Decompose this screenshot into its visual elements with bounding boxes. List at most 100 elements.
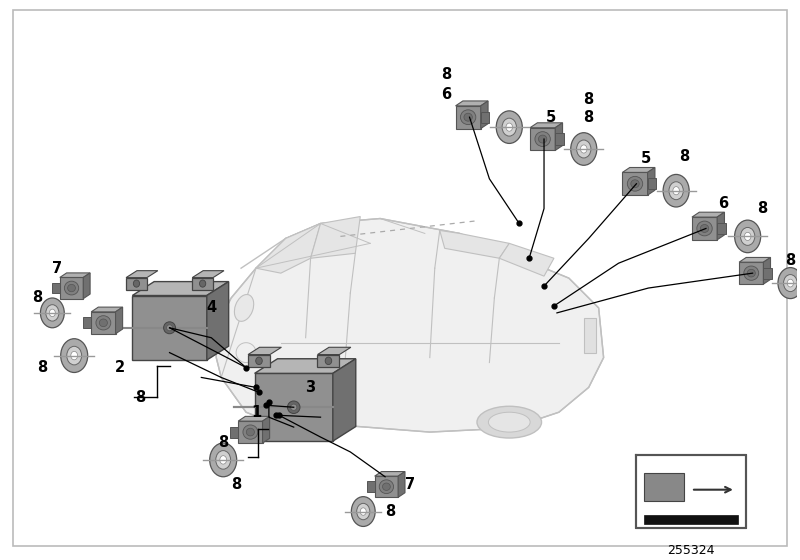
- Text: 7: 7: [52, 261, 62, 276]
- Ellipse shape: [734, 220, 761, 253]
- Polygon shape: [763, 258, 770, 284]
- Ellipse shape: [502, 118, 517, 136]
- Polygon shape: [481, 101, 488, 129]
- Polygon shape: [230, 427, 238, 437]
- Ellipse shape: [199, 280, 206, 287]
- Text: 255324: 255324: [667, 544, 714, 557]
- Ellipse shape: [489, 412, 530, 432]
- Ellipse shape: [700, 225, 709, 232]
- Text: 4: 4: [206, 300, 216, 315]
- Ellipse shape: [663, 174, 689, 207]
- Ellipse shape: [506, 123, 513, 131]
- Ellipse shape: [744, 232, 751, 240]
- Polygon shape: [238, 417, 270, 421]
- Polygon shape: [192, 278, 213, 290]
- Text: 6: 6: [442, 87, 452, 102]
- Polygon shape: [115, 307, 122, 334]
- Ellipse shape: [382, 483, 390, 491]
- Text: 8: 8: [442, 67, 452, 82]
- Ellipse shape: [50, 309, 55, 316]
- Polygon shape: [555, 123, 562, 151]
- Ellipse shape: [787, 279, 794, 287]
- Polygon shape: [622, 167, 655, 172]
- Ellipse shape: [351, 497, 375, 526]
- Ellipse shape: [357, 503, 370, 520]
- Text: 7: 7: [405, 477, 415, 492]
- Ellipse shape: [496, 111, 522, 143]
- Polygon shape: [455, 101, 488, 106]
- Polygon shape: [254, 359, 356, 374]
- Text: 8: 8: [679, 150, 690, 165]
- Ellipse shape: [71, 351, 78, 360]
- Ellipse shape: [778, 268, 800, 298]
- Ellipse shape: [627, 176, 642, 191]
- Ellipse shape: [99, 319, 107, 326]
- Polygon shape: [256, 223, 321, 273]
- Ellipse shape: [747, 269, 755, 277]
- Ellipse shape: [464, 113, 472, 121]
- Polygon shape: [647, 167, 655, 195]
- Ellipse shape: [41, 298, 64, 328]
- Ellipse shape: [166, 325, 173, 331]
- Polygon shape: [132, 282, 229, 296]
- Polygon shape: [739, 258, 770, 262]
- Text: 5: 5: [642, 151, 651, 166]
- Ellipse shape: [216, 451, 230, 469]
- Polygon shape: [367, 482, 374, 492]
- Ellipse shape: [220, 456, 226, 464]
- Ellipse shape: [581, 145, 587, 153]
- Ellipse shape: [61, 339, 88, 372]
- Ellipse shape: [669, 182, 683, 200]
- Ellipse shape: [96, 316, 110, 330]
- Polygon shape: [530, 123, 562, 128]
- Polygon shape: [83, 273, 90, 298]
- Ellipse shape: [631, 180, 639, 188]
- Polygon shape: [60, 277, 83, 298]
- Polygon shape: [91, 312, 115, 334]
- Polygon shape: [739, 262, 763, 284]
- Ellipse shape: [673, 186, 679, 195]
- Polygon shape: [398, 472, 405, 497]
- Ellipse shape: [64, 281, 78, 295]
- Text: 8: 8: [231, 477, 242, 492]
- Text: 6: 6: [718, 196, 728, 211]
- Polygon shape: [440, 231, 510, 258]
- Text: 3: 3: [306, 380, 316, 395]
- Polygon shape: [530, 128, 555, 151]
- Ellipse shape: [538, 135, 547, 143]
- Polygon shape: [91, 307, 122, 312]
- Bar: [584, 318, 596, 353]
- Ellipse shape: [210, 443, 237, 477]
- Text: 8: 8: [134, 390, 145, 405]
- Polygon shape: [126, 278, 147, 290]
- Ellipse shape: [163, 322, 175, 334]
- Polygon shape: [83, 318, 91, 328]
- Polygon shape: [644, 473, 684, 501]
- Ellipse shape: [234, 295, 254, 321]
- Ellipse shape: [285, 407, 326, 427]
- Text: 2: 2: [115, 360, 125, 375]
- Polygon shape: [374, 472, 405, 476]
- Ellipse shape: [325, 357, 332, 365]
- Polygon shape: [192, 270, 224, 278]
- Text: 8: 8: [583, 110, 594, 125]
- Text: 8: 8: [786, 253, 795, 268]
- Polygon shape: [254, 374, 333, 441]
- Polygon shape: [717, 223, 726, 234]
- Polygon shape: [318, 354, 339, 367]
- Ellipse shape: [46, 305, 59, 321]
- Polygon shape: [692, 217, 717, 240]
- Polygon shape: [644, 515, 738, 525]
- Ellipse shape: [66, 346, 82, 365]
- Polygon shape: [374, 476, 398, 497]
- Ellipse shape: [243, 425, 258, 439]
- Ellipse shape: [744, 266, 758, 281]
- Ellipse shape: [274, 402, 338, 433]
- Polygon shape: [132, 296, 207, 360]
- Ellipse shape: [379, 480, 394, 493]
- Polygon shape: [622, 172, 647, 195]
- Polygon shape: [481, 111, 489, 123]
- Ellipse shape: [697, 221, 712, 236]
- Polygon shape: [717, 212, 725, 240]
- Polygon shape: [238, 421, 262, 443]
